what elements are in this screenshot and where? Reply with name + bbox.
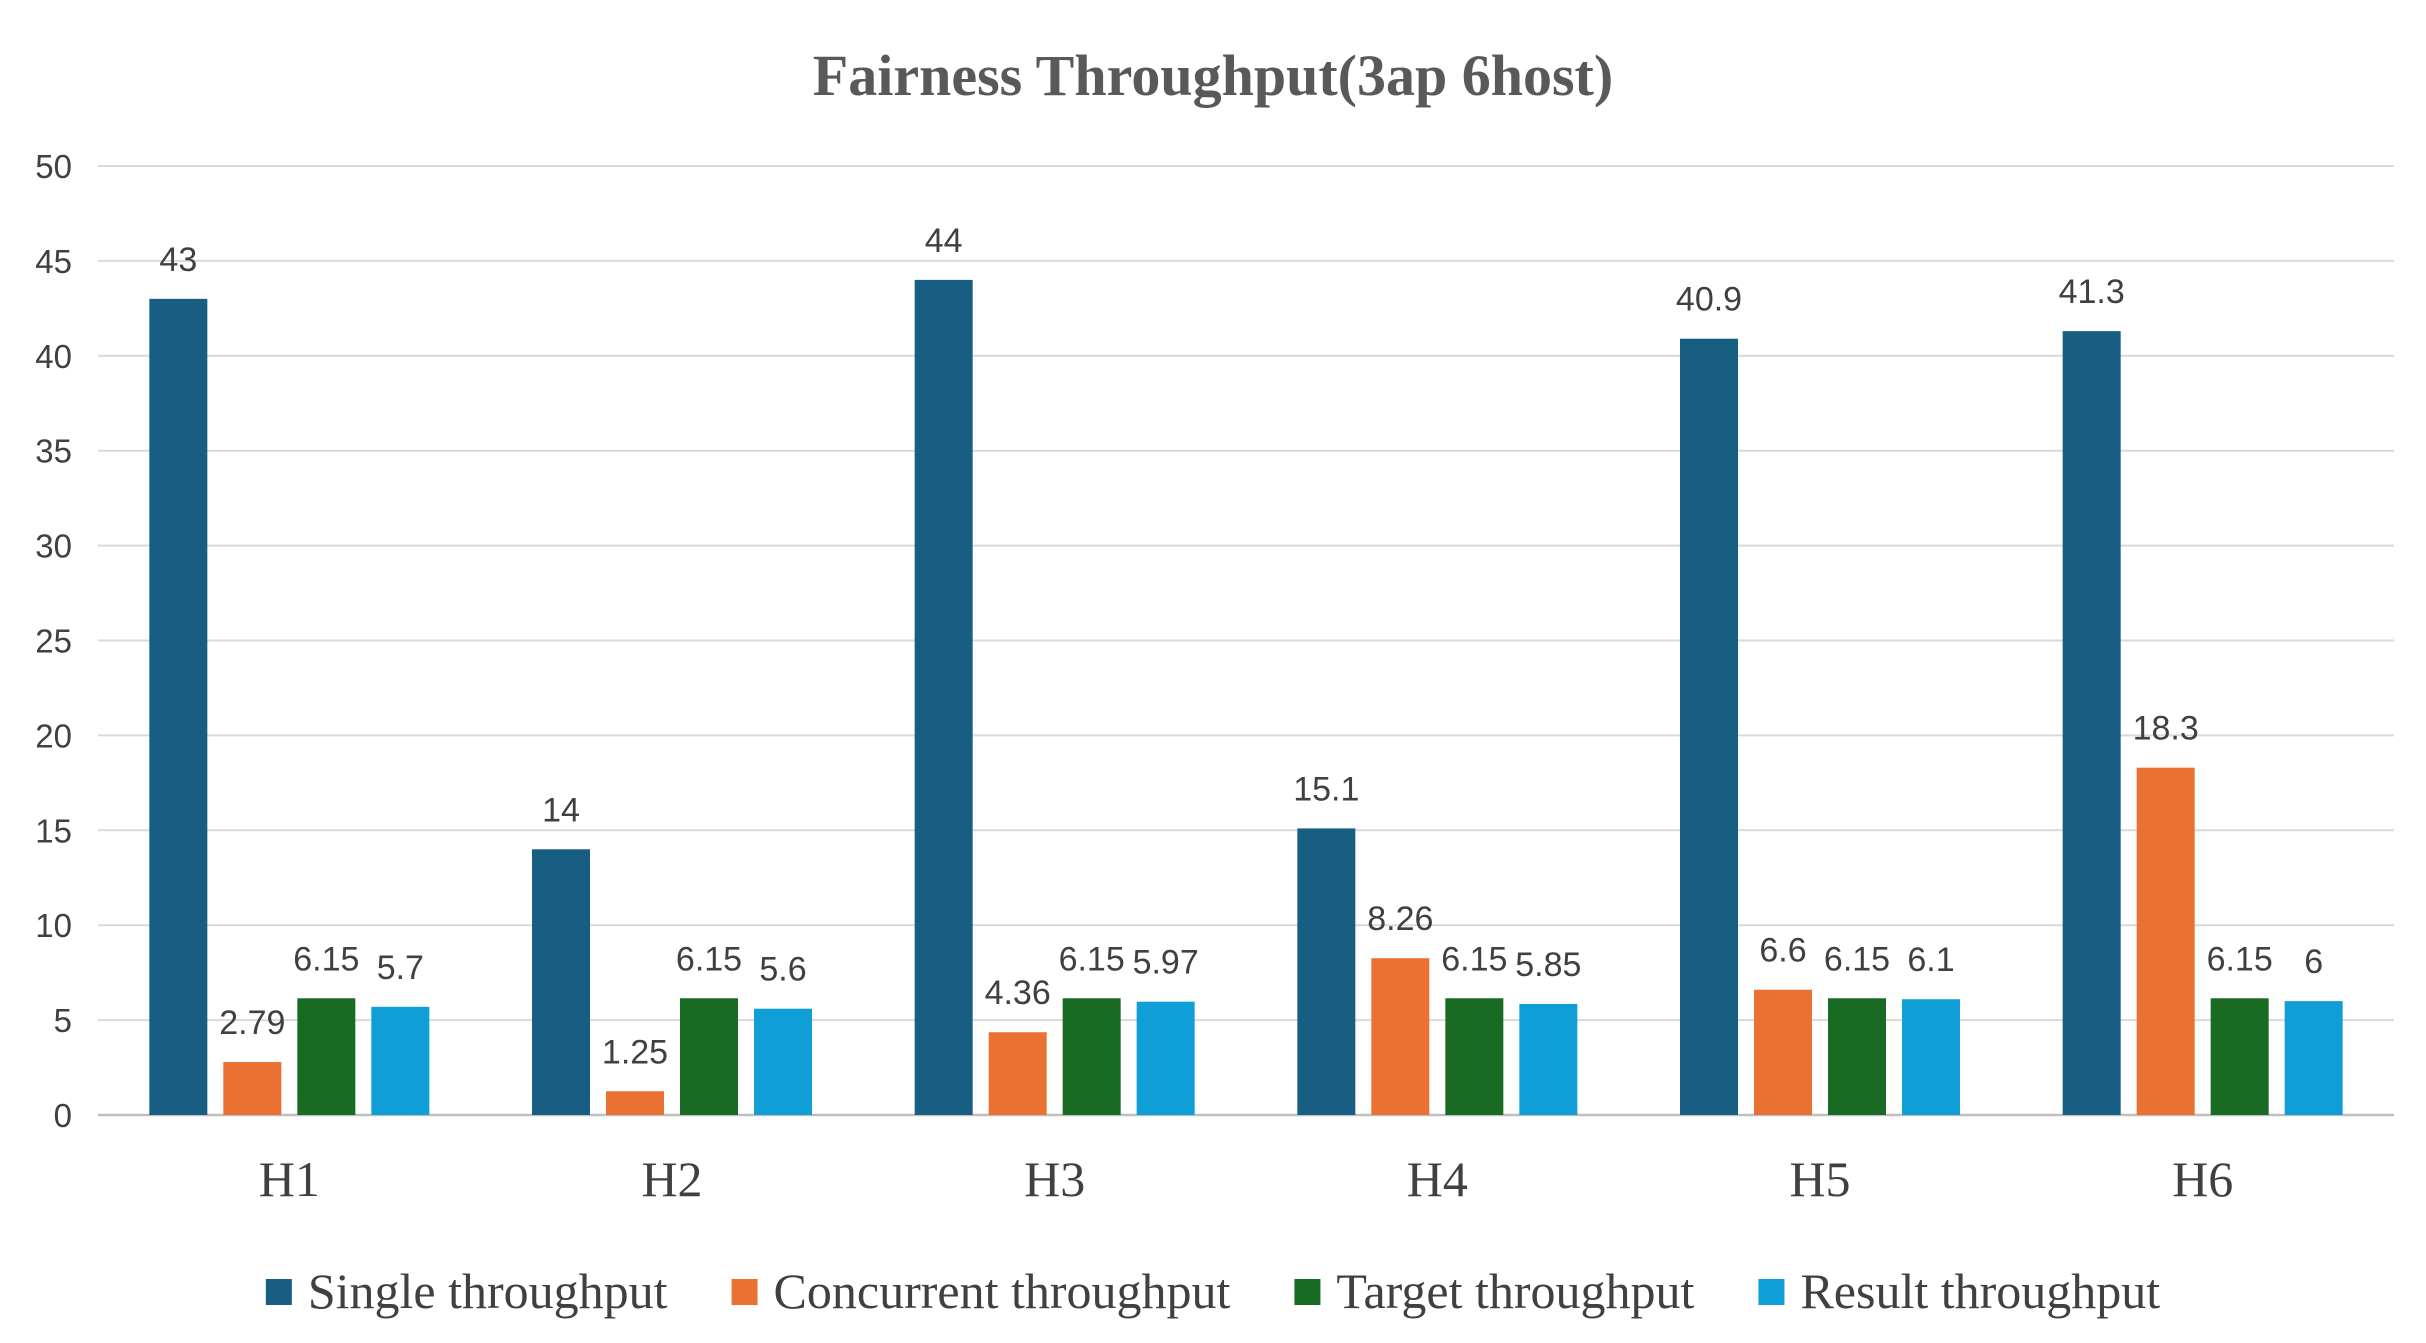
y-tick-label: 45: [35, 243, 72, 280]
data-label: 6: [2304, 943, 2323, 981]
legend-swatch: [1294, 1279, 1321, 1305]
data-label: 1.25: [602, 1033, 668, 1071]
y-tick-label: 30: [35, 528, 72, 565]
chart-title: Fairness Throughput(3ap 6host): [813, 43, 1613, 108]
bar: [149, 298, 208, 1115]
data-label: 4.36: [985, 974, 1051, 1012]
bar: [2284, 1001, 2343, 1115]
y-tick-label: 5: [54, 1002, 72, 1039]
legend-swatch: [1758, 1279, 1785, 1305]
y-tick-label: 15: [35, 812, 72, 849]
bar: [1445, 998, 1504, 1115]
data-label: 6.6: [1759, 932, 1806, 970]
y-axis-ticks: 0 5 10 15 20 25 30 35 40 45 50: [35, 148, 72, 1134]
legend-label: Target throughput: [1336, 1263, 1694, 1319]
data-label: 6.15: [1441, 940, 1507, 978]
legend-label: Single throughput: [308, 1263, 668, 1319]
y-tick-label: 50: [35, 148, 72, 185]
bar: [297, 998, 356, 1115]
data-label: 18.3: [2133, 710, 2199, 748]
x-axis-ticks: H1 H2 H3 H4 H5 H6: [259, 1151, 2233, 1207]
bar: [754, 1008, 812, 1115]
x-tick-label: H5: [1789, 1151, 1850, 1207]
bar: [1062, 998, 1121, 1115]
y-tick-label: 0: [54, 1097, 72, 1134]
x-tick-label: H4: [1407, 1151, 1468, 1207]
gridlines: [98, 165, 2394, 1117]
bar: [914, 279, 973, 1115]
bar: [1754, 989, 1812, 1115]
bar: [1902, 999, 1960, 1115]
bar: [988, 1032, 1047, 1115]
legend-label: Result throughput: [1800, 1263, 2160, 1319]
bars: [149, 279, 2343, 1116]
legend-swatch: [731, 1279, 758, 1305]
x-tick-label: H2: [641, 1151, 702, 1207]
y-tick-label: 10: [35, 907, 72, 944]
x-tick-label: H1: [259, 1151, 320, 1207]
data-label: 6.15: [1059, 940, 1125, 978]
data-label: 5.97: [1133, 944, 1199, 982]
data-label: 6.15: [1824, 940, 1890, 978]
data-label: 6.1: [1907, 941, 1954, 979]
data-label: 14: [542, 791, 580, 829]
bar: [606, 1091, 664, 1115]
legend-label: Concurrent throughput: [774, 1263, 1231, 1319]
bar: [1371, 958, 1430, 1115]
bar: [2136, 767, 2195, 1115]
bar: [1680, 338, 1738, 1115]
x-tick-label: H3: [1024, 1151, 1085, 1207]
data-label: 5.85: [1515, 946, 1581, 984]
bar: [1828, 998, 1886, 1115]
data-label: 6.15: [2207, 940, 2273, 978]
data-label: 43: [159, 241, 197, 279]
y-tick-label: 35: [35, 433, 72, 470]
bar: [223, 1062, 282, 1115]
data-label: 2.79: [219, 1004, 285, 1042]
data-label: 44: [925, 222, 963, 260]
bar: [371, 1006, 430, 1115]
y-tick-label: 25: [35, 623, 72, 660]
data-label: 5.6: [759, 951, 806, 989]
bar: [1297, 828, 1356, 1115]
legend: Single throughput Concurrent throughput Ta…: [265, 1263, 2160, 1319]
bar: [1136, 1001, 1195, 1115]
bar: [680, 998, 738, 1115]
data-label: 15.1: [1293, 770, 1359, 808]
data-label: 6.15: [676, 940, 742, 978]
y-tick-label: 20: [35, 717, 72, 754]
data-label: 41.3: [2059, 273, 2125, 311]
y-tick-label: 40: [35, 338, 72, 375]
data-label: 5.7: [377, 949, 424, 987]
legend-swatch: [265, 1279, 292, 1305]
bar: [532, 849, 590, 1115]
bar: [2210, 998, 2269, 1115]
data-label: 6.15: [293, 940, 359, 978]
x-tick-label: H6: [2172, 1151, 2233, 1207]
bar: [2062, 331, 2121, 1116]
data-label: 40.9: [1676, 281, 1742, 319]
data-label: 8.26: [1367, 900, 1433, 938]
bar: [1519, 1003, 1578, 1115]
